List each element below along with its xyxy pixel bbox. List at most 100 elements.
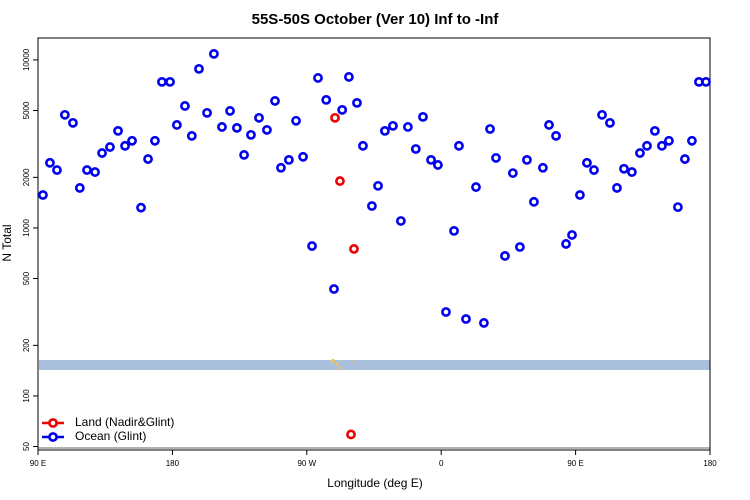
point: [635, 148, 645, 158]
point: [514, 242, 525, 252]
band-speckles: [331, 359, 353, 370]
point: [68, 117, 78, 128]
point: [217, 122, 227, 132]
point: [672, 202, 683, 213]
chart-title: 55S-50S October (Ver 10) Inf to -Inf: [252, 11, 500, 28]
point: [410, 144, 421, 154]
point: [136, 202, 146, 213]
point: [388, 120, 398, 131]
point: [143, 154, 153, 164]
point: [507, 168, 518, 178]
point: [335, 176, 345, 186]
point: [165, 76, 175, 87]
point: [270, 96, 280, 106]
legend-label: Ocean (Glint): [75, 429, 146, 443]
point: [649, 125, 660, 136]
point: [352, 97, 362, 108]
point: [313, 73, 323, 83]
point: [52, 165, 62, 175]
point: [701, 76, 711, 87]
point: [171, 120, 182, 130]
point: [209, 48, 219, 59]
point: [373, 180, 383, 191]
point: [626, 167, 637, 177]
point: [346, 429, 356, 440]
point: [619, 163, 629, 174]
point: [38, 190, 48, 200]
point: [426, 155, 436, 165]
point: [120, 140, 130, 151]
legend-marker: [48, 418, 58, 428]
legend-marker: [48, 432, 58, 442]
point: [150, 135, 160, 146]
point: [402, 122, 413, 132]
point: [74, 183, 85, 193]
point: [298, 151, 308, 162]
point: [441, 307, 451, 317]
y-tick-label: 50: [22, 442, 31, 451]
y-tick-label: 1000: [22, 218, 31, 236]
point: [321, 95, 332, 105]
point: [575, 190, 585, 200]
y-tick-label: 500: [22, 271, 31, 285]
point: [330, 112, 340, 123]
point: [449, 226, 459, 236]
point: [82, 165, 92, 175]
x-tick-label: 180: [703, 459, 717, 468]
y-tick-label: 2000: [22, 168, 31, 186]
point: [358, 140, 368, 151]
point: [45, 157, 55, 168]
point: [232, 122, 242, 133]
point: [589, 165, 599, 175]
point: [307, 241, 317, 251]
y-tick-label: 200: [22, 338, 31, 352]
x-tick-label: 0: [439, 459, 444, 468]
point: [254, 112, 264, 123]
point: [454, 140, 464, 151]
y-tick-label: 10000: [22, 48, 31, 71]
point: [367, 201, 377, 211]
point: [485, 124, 495, 134]
point: [276, 162, 286, 173]
point: [551, 130, 561, 141]
point: [582, 157, 592, 168]
point: [500, 251, 510, 261]
point: [283, 155, 294, 165]
point: [664, 135, 674, 146]
point: [105, 142, 115, 152]
plot-frame: [37, 37, 711, 451]
point: [537, 162, 548, 173]
point: [544, 120, 554, 130]
point: [157, 76, 167, 87]
point: [567, 230, 577, 240]
point: [90, 167, 100, 177]
point: [657, 140, 667, 151]
point: [349, 244, 359, 254]
point: [225, 106, 235, 116]
point: [59, 109, 70, 120]
point: [395, 216, 406, 226]
point: [97, 148, 107, 158]
x-tick-label: 90 E: [567, 459, 583, 468]
y-tick-label: 100: [22, 389, 31, 403]
x-tick-label: 90 W: [297, 459, 316, 468]
point: [329, 284, 339, 294]
y-tick-label: 5000: [22, 101, 31, 119]
point: [605, 117, 615, 128]
point: [491, 153, 501, 163]
point: [680, 154, 690, 164]
point: [246, 129, 256, 140]
x-axis-label: Longitude (deg E): [327, 476, 422, 490]
x-tick-label: 180: [166, 459, 180, 468]
point: [433, 160, 443, 170]
point: [522, 155, 532, 165]
point: [529, 196, 539, 207]
point: [561, 239, 571, 249]
point: [113, 125, 123, 136]
point: [239, 150, 249, 160]
y-axis-label: N Total: [0, 224, 14, 261]
point: [180, 101, 190, 111]
point: [127, 135, 137, 146]
point: [612, 183, 622, 193]
